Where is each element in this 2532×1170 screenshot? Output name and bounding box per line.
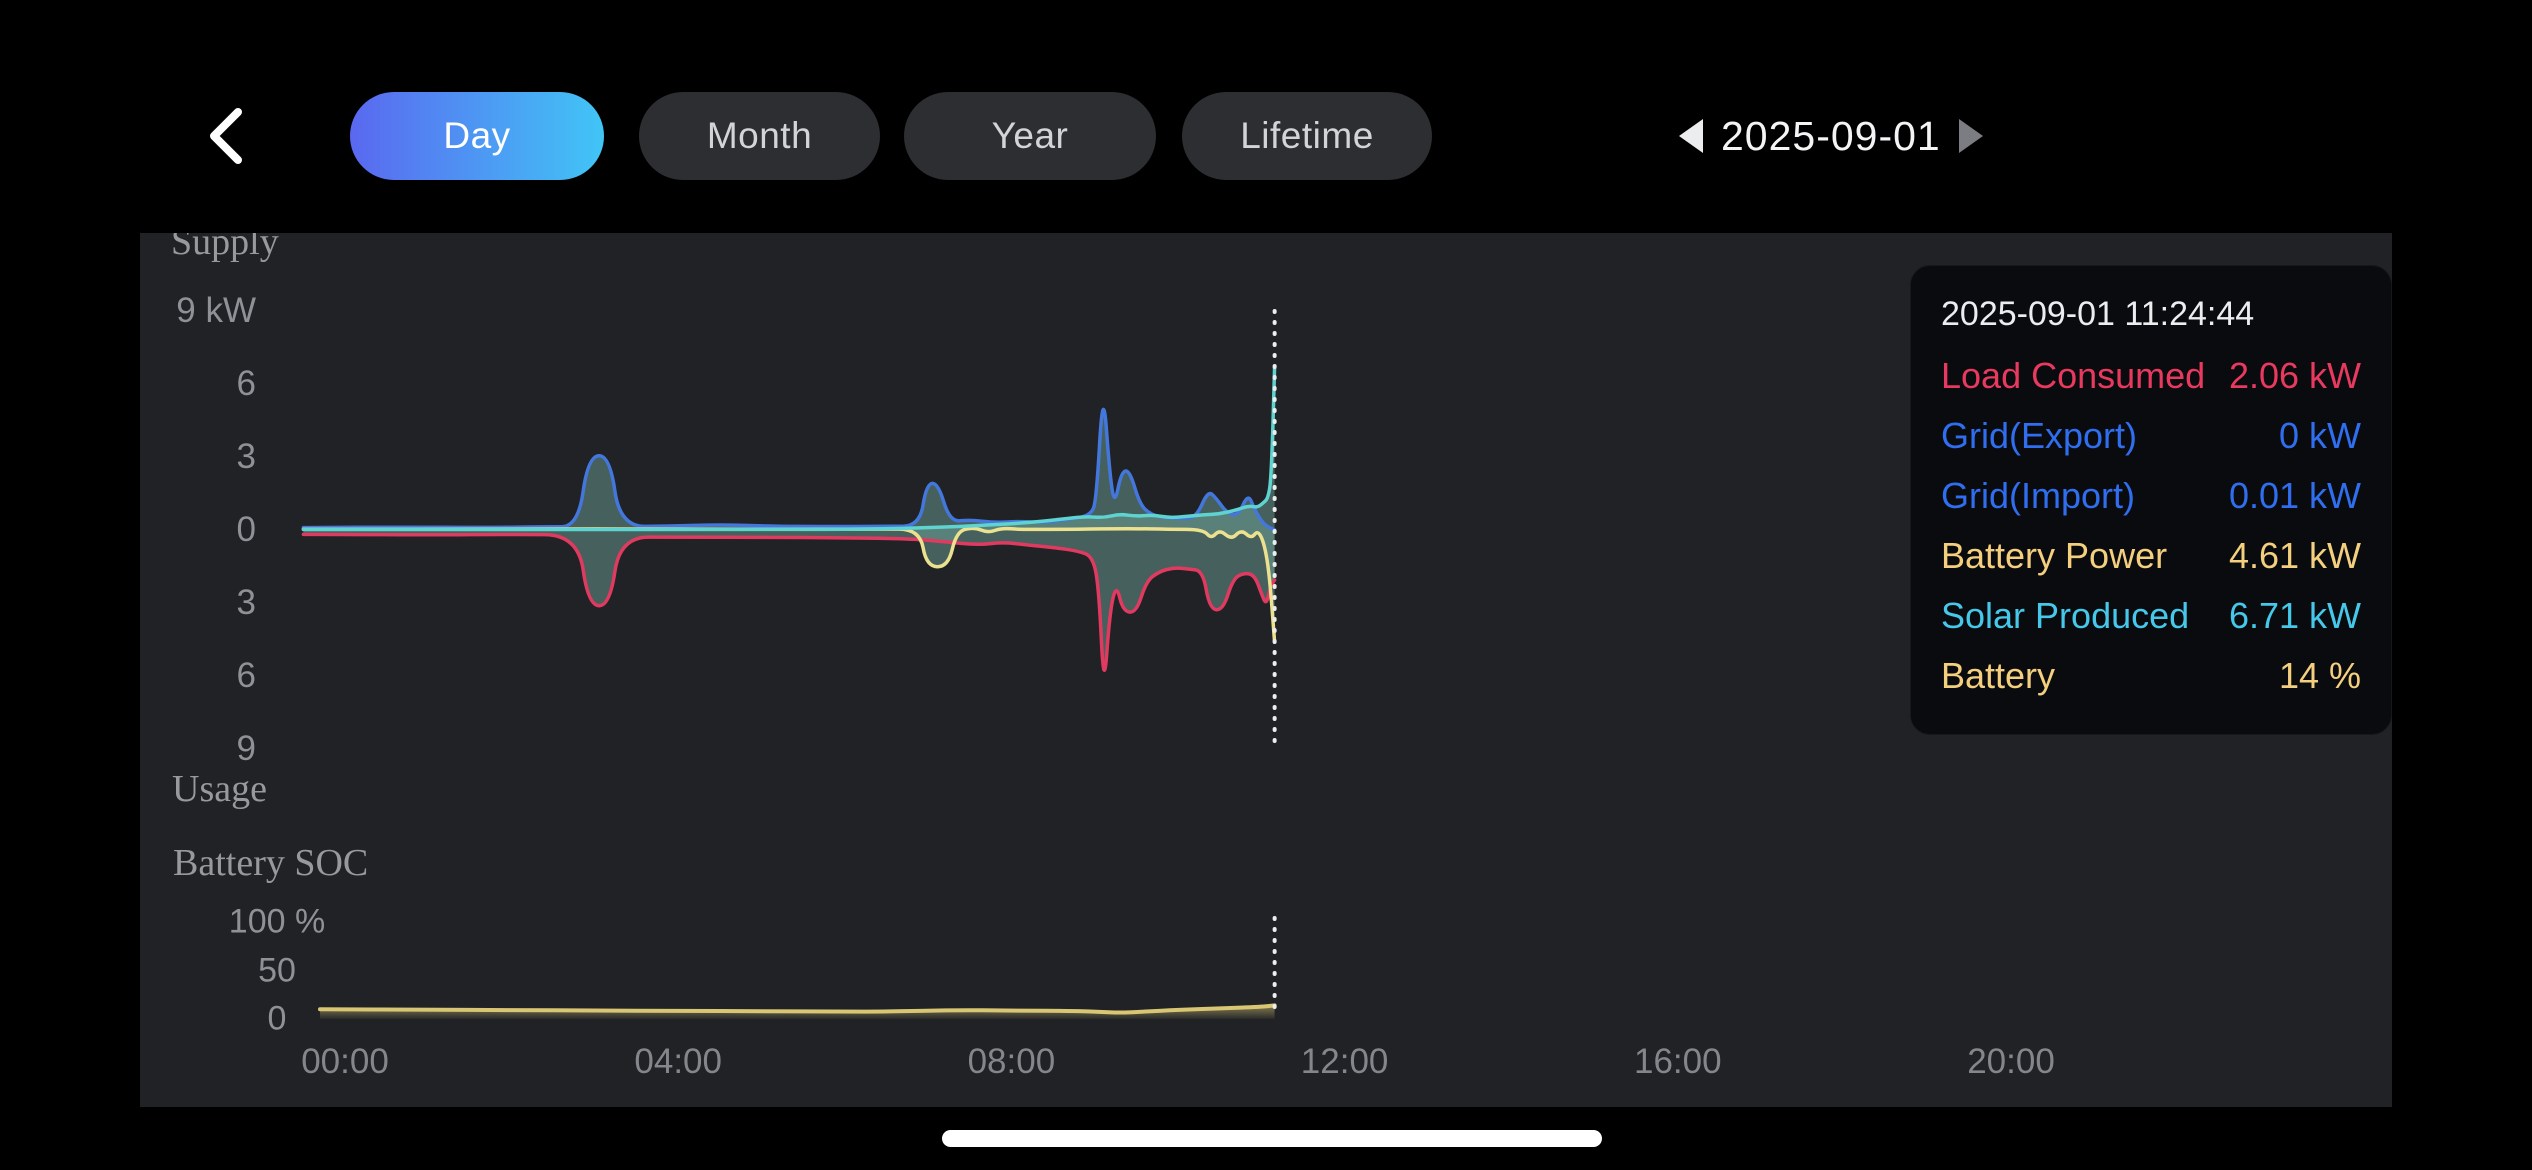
tooltip-row-value: 6.71 kW xyxy=(2228,595,2361,636)
back-button[interactable] xyxy=(198,104,262,168)
x-tick-2: 08:00 xyxy=(967,1042,1056,1081)
chevron-left-icon xyxy=(210,108,242,164)
tab-year[interactable]: Year xyxy=(904,92,1156,180)
tooltip-row-label: Grid(Export) xyxy=(1941,415,2138,456)
date-navigator: 2025-09-01 xyxy=(1679,92,1983,180)
battery-soc-chart-title: Battery SOC xyxy=(173,842,369,884)
tooltip-row-value: 2.06 kW xyxy=(2228,355,2361,396)
next-day-arrow-icon[interactable] xyxy=(1958,119,1983,153)
x-tick-1: 04:00 xyxy=(634,1042,722,1081)
usage-axis-title: Usage xyxy=(172,768,267,810)
x-tick-4: 16:00 xyxy=(1634,1042,1722,1081)
tooltip-timestamp: 2025-09-01 11:24:44 xyxy=(1941,295,2255,333)
power-y-tick-3: 0 xyxy=(236,510,256,549)
soc-y-tick-1: 50 xyxy=(258,951,296,989)
tooltip-row-value: 0.01 kW xyxy=(2228,475,2361,516)
previous-day-arrow-icon[interactable] xyxy=(1679,119,1703,153)
tooltip: 2025-09-01 11:24:44 Load Consumed 2.06 kW… xyxy=(1910,265,2392,735)
tooltip-row-grid-export-: Grid(Export) 0 kW xyxy=(1941,406,2361,466)
tooltip-row-label: Battery xyxy=(1941,655,2056,696)
x-tick-3: 12:00 xyxy=(1300,1042,1389,1081)
tab-day[interactable]: Day xyxy=(350,92,604,180)
home-indicator-bar[interactable] xyxy=(942,1130,1602,1147)
power-y-tick-0: 9 kW xyxy=(176,291,256,331)
date-label[interactable]: 2025-09-01 xyxy=(1721,112,1941,159)
tooltip-row-solar-produced: Solar Produced 6.71 kW xyxy=(1941,586,2361,646)
supply-axis-title: Supply xyxy=(171,233,279,263)
x-tick-0: 00:00 xyxy=(301,1042,389,1081)
tab-lifetime[interactable]: Lifetime xyxy=(1182,92,1432,180)
soc-y-tick-2: 0 xyxy=(267,999,287,1038)
tooltip-row-label: Grid(Import) xyxy=(1941,475,2136,516)
tooltip-row-load-consumed: Load Consumed 2.06 kW xyxy=(1941,346,2361,406)
tooltip-row-grid-import-: Grid(Import) 0.01 kW xyxy=(1941,466,2361,526)
x-tick-5: 20:00 xyxy=(1967,1042,2055,1081)
tooltip-row-label: Battery Power xyxy=(1941,535,2168,576)
tooltip-row-label: Load Consumed xyxy=(1941,355,2206,396)
tab-month[interactable]: Month xyxy=(639,92,880,180)
power-y-tick-4: 3 xyxy=(236,582,256,622)
tooltip-row-value: 14 % xyxy=(2278,655,2361,696)
tooltip-row-value: 4.61 kW xyxy=(2228,535,2361,576)
tooltip-row-label: Solar Produced xyxy=(1941,595,2190,636)
tooltip-row-battery-power: Battery Power 4.61 kW xyxy=(1941,526,2361,586)
power-y-tick-6: 9 xyxy=(236,728,256,768)
soc-y-tick-0: 100 % xyxy=(228,902,326,941)
power-y-tick-5: 6 xyxy=(236,655,256,695)
tooltip-row-battery: Battery 14 % xyxy=(1941,646,2361,706)
tooltip-row-value: 0 kW xyxy=(2278,415,2361,456)
tooltip-rows: Load Consumed 2.06 kW Grid(Export) 0 kW Grid… xyxy=(1941,346,2361,706)
power-y-tick-1: 6 xyxy=(236,364,256,404)
power-y-tick-2: 3 xyxy=(236,437,256,476)
